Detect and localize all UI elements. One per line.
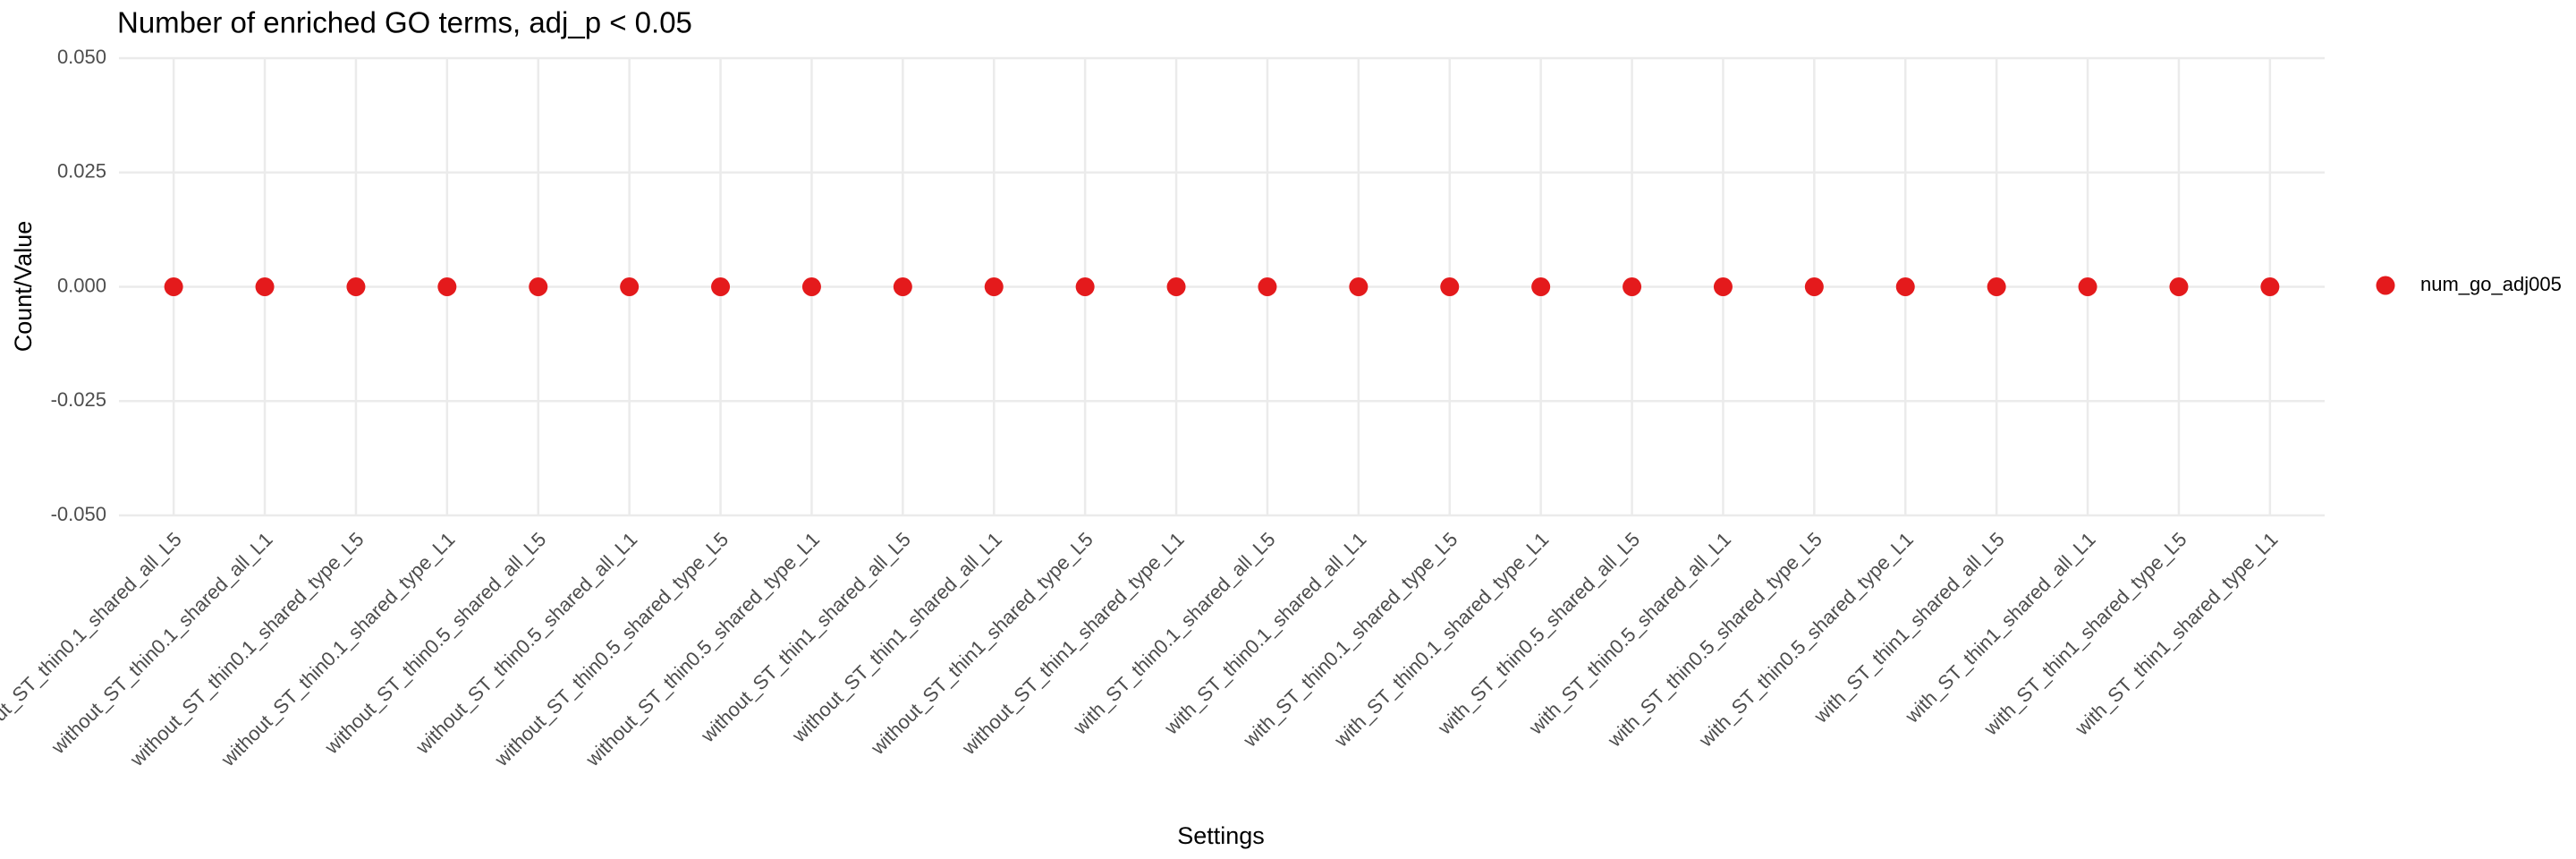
point: [1987, 277, 2006, 296]
point: [1166, 277, 1186, 296]
x-axis-title: Settings: [1177, 822, 1265, 849]
point: [1440, 277, 1460, 296]
point: [620, 277, 640, 296]
chart-title: Number of enriched GO terms, adj_p < 0.0…: [117, 6, 692, 39]
y-axis-title: Count/Value: [10, 221, 37, 353]
point: [1804, 277, 1824, 296]
point: [893, 277, 912, 296]
point: [1349, 277, 1368, 296]
point: [164, 277, 183, 296]
legend-marker: [2376, 276, 2395, 295]
point: [2260, 277, 2280, 296]
x-tick-label: with_ST_thin0.1_shared_all_L5: [1068, 528, 1279, 739]
y-tick-label: -0.050: [51, 503, 106, 525]
point: [1895, 277, 1915, 296]
x-tick-label: with_ST_thin1_shared_all_L1: [1900, 528, 2099, 727]
point: [984, 277, 1004, 296]
x-tick-label: with_ST_thin1_shared_all_L5: [1809, 528, 2008, 727]
point: [1258, 277, 1277, 296]
point: [2078, 277, 2097, 296]
legend-label: num_go_adj005: [2420, 273, 2562, 295]
point: [1623, 277, 1642, 296]
x-tick-label: with_ST_thin0.5_shared_all_L1: [1524, 528, 1735, 739]
x-tick-label: with_ST_thin0.5_shared_all_L5: [1433, 528, 1644, 739]
x-tick-label: with_ST_thin0.1_shared_all_L1: [1159, 528, 1370, 739]
point: [255, 277, 275, 296]
y-tick-label: 0.025: [57, 160, 106, 183]
point: [801, 277, 821, 296]
point: [1531, 277, 1551, 296]
x-tick-label: with_ST_thin1_shared_type_L1: [2070, 528, 2282, 740]
y-tick-label: 0.000: [57, 274, 106, 296]
point: [346, 277, 366, 296]
point: [1713, 277, 1733, 296]
point: [529, 277, 548, 296]
point: [1075, 277, 1095, 296]
y-tick-label: 0.050: [57, 46, 106, 68]
point: [711, 277, 731, 296]
point: [2169, 277, 2189, 296]
y-tick-label: -0.025: [51, 388, 106, 411]
point: [437, 277, 457, 296]
